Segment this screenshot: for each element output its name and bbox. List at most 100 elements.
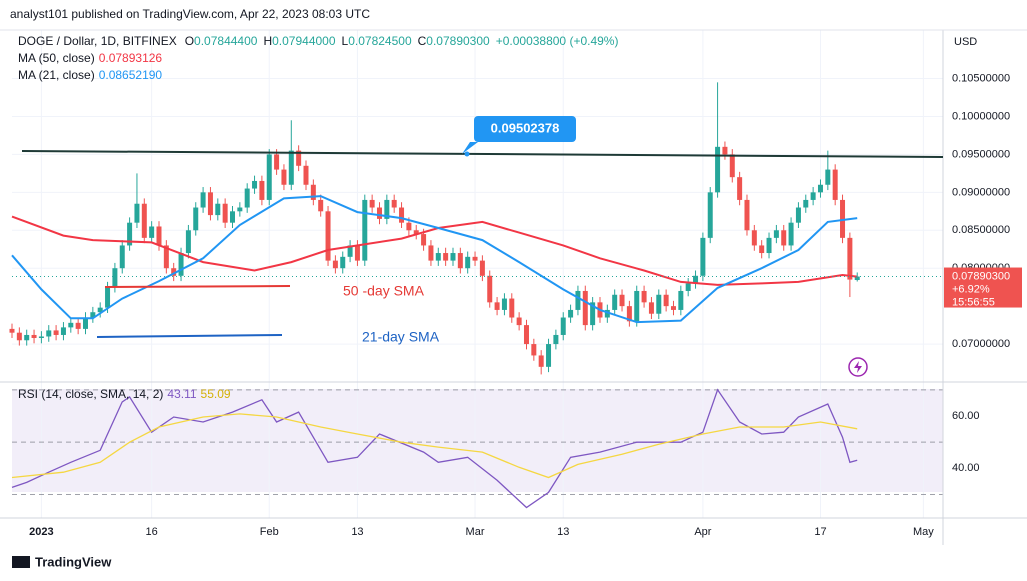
x-tick-label: Mar — [466, 526, 485, 538]
price-tag-price: 0.07890300 — [952, 270, 1010, 282]
candle-body — [68, 322, 74, 328]
candle-body — [141, 203, 147, 238]
callout-anchor — [464, 151, 470, 157]
x-tick-label: May — [913, 526, 934, 538]
candle-body — [178, 253, 184, 276]
candle-body — [487, 275, 493, 303]
quote-key: L — [342, 34, 349, 48]
candle-body — [82, 317, 88, 329]
candle-body — [582, 290, 588, 326]
ma-legend-value: 0.07893126 — [99, 51, 163, 65]
quote-key: H — [263, 34, 272, 48]
candle-body — [340, 256, 346, 269]
candle-body — [347, 245, 353, 257]
candle-body — [832, 169, 838, 200]
candle-body — [354, 245, 360, 261]
logo — [12, 556, 30, 568]
candle-body — [376, 207, 382, 219]
callout-pointer — [462, 142, 478, 154]
candle-body — [810, 192, 816, 200]
sma21-annotation: 21-day SMA — [362, 329, 440, 345]
sma21-marker-line — [96, 334, 283, 338]
y-tick-label: 0.10000000 — [952, 110, 1010, 122]
alert-icon[interactable] — [848, 357, 868, 377]
rsi-sma-legend-value: 55.09 — [201, 387, 231, 401]
rsi-band-fill — [12, 389, 943, 492]
quote-value: 0.07944000 — [272, 34, 336, 48]
candle-body — [229, 211, 235, 223]
rsi-line — [11, 413, 858, 479]
y-tick-label: 0.07000000 — [952, 338, 1010, 350]
candle-body — [31, 334, 37, 338]
candle-body — [274, 154, 280, 170]
candle-body — [604, 309, 610, 318]
candle-body — [759, 245, 765, 254]
candle-body — [546, 344, 552, 367]
candle-body — [729, 154, 735, 178]
candle-body — [207, 192, 213, 216]
ma-legend-value: 0.08652190 — [99, 68, 163, 82]
y-tick-label: 0.09000000 — [952, 186, 1010, 198]
candle-body — [685, 283, 691, 291]
candle-body — [134, 203, 140, 223]
x-tick-label: Apr — [694, 526, 711, 538]
x-tick-label: 17 — [814, 526, 826, 538]
brand: TradingView — [35, 554, 112, 569]
candle-body — [590, 302, 596, 326]
candle-body — [200, 192, 206, 208]
y-tick-label: 0.08500000 — [952, 224, 1010, 236]
rsi-legend-name: RSI (14, close, SMA, 14, 2) — [18, 387, 163, 401]
candle-body — [634, 290, 640, 322]
candle-body — [450, 253, 456, 261]
candle-body — [575, 290, 581, 310]
candle-body — [670, 306, 676, 310]
candle-body — [296, 150, 302, 166]
candle-body — [619, 294, 625, 307]
price-tag-change: +6.92% — [952, 283, 990, 295]
quote-key: O — [185, 34, 194, 48]
candle-body — [325, 211, 331, 261]
candle-body — [538, 355, 544, 367]
candle-body — [149, 226, 155, 238]
rsi-tick-label: 40.00 — [952, 462, 980, 474]
candle-body — [222, 203, 228, 223]
candle-body — [847, 237, 853, 280]
candle-body — [391, 199, 397, 208]
candle-body — [465, 256, 471, 269]
candle-body — [362, 199, 368, 261]
candle-body — [494, 302, 500, 310]
callout-box — [474, 116, 576, 142]
x-tick-label: 2023 — [29, 526, 53, 538]
candle-body — [90, 312, 96, 318]
candle-body — [406, 222, 412, 231]
symbol-title: DOGE / Dollar, 1D, BITFINEX — [18, 34, 177, 48]
candle-body — [501, 298, 507, 310]
candle-body — [266, 154, 272, 200]
publisher: analyst101 published on TradingView.com,… — [10, 7, 370, 21]
candle-body — [457, 253, 463, 269]
candle-body — [244, 188, 250, 208]
candle-body — [840, 199, 846, 238]
candle-body — [112, 268, 118, 288]
candle-body — [421, 234, 427, 246]
candle-body — [612, 294, 618, 310]
sma50-marker-line — [104, 285, 291, 288]
candle-body — [318, 199, 324, 212]
candle-body — [516, 317, 522, 326]
candle-body — [53, 330, 59, 335]
price-tag — [944, 267, 1022, 308]
rsi-tick-label: 60.00 — [952, 410, 980, 422]
quote-change: +0.00038800 (+0.49%) — [496, 34, 619, 48]
candle-body — [509, 298, 515, 318]
candle-body — [553, 334, 559, 345]
currency: USD — [954, 36, 977, 48]
marks — [9, 82, 943, 509]
candle-body — [75, 322, 81, 329]
sma50-annotation: 50 -day SMA — [343, 283, 425, 299]
x-tick-label: 13 — [557, 526, 569, 538]
candle-body — [700, 237, 706, 276]
candle-body — [428, 245, 434, 261]
candle-body — [479, 260, 485, 276]
